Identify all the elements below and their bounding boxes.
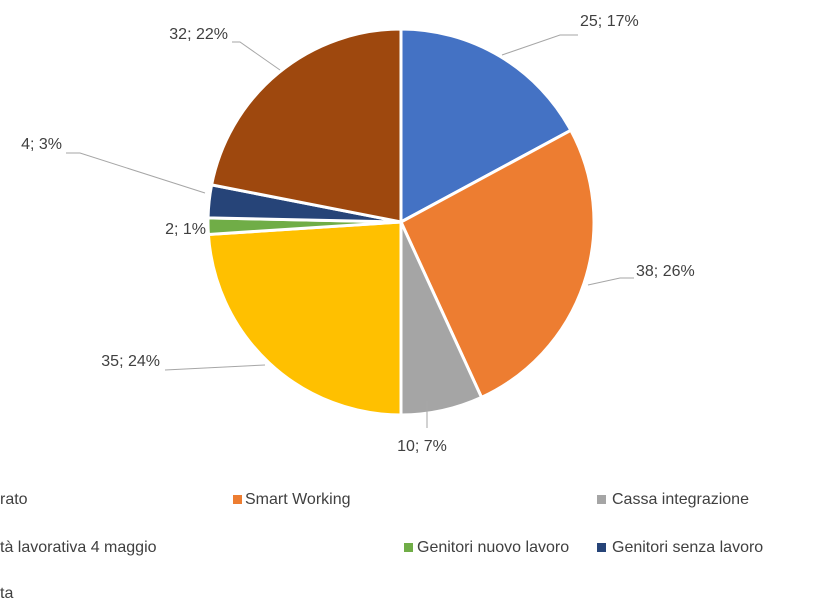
legend-label: Genitori senza lavoro xyxy=(612,539,763,556)
pie-slice xyxy=(399,128,596,400)
data-label: 25; 17% xyxy=(580,13,639,30)
data-label: 10; 7% xyxy=(397,438,447,455)
leader-line xyxy=(501,34,578,56)
leader-line xyxy=(232,41,281,71)
legend-swatch xyxy=(597,495,606,504)
legend-label: rato xyxy=(0,491,28,508)
legend-label: tà lavorativa 4 maggio xyxy=(0,539,157,556)
legend-label: ta xyxy=(0,585,13,601)
pie-slice xyxy=(399,27,573,225)
pie-slice xyxy=(209,27,403,224)
legend-label: Smart Working xyxy=(245,491,351,508)
data-label: 4; 3% xyxy=(21,136,62,153)
data-label: 2; 1% xyxy=(165,221,206,238)
legend-swatch xyxy=(233,495,242,504)
leader-line xyxy=(164,364,266,371)
legend-label: Cassa integrazione xyxy=(612,491,749,508)
data-label: 32; 22% xyxy=(169,26,228,43)
pie-slice xyxy=(206,220,403,417)
legend-swatch xyxy=(597,543,606,552)
data-label: 38; 26% xyxy=(636,263,695,280)
leader-line xyxy=(66,152,206,194)
data-label: 35; 24% xyxy=(101,353,160,370)
legend-label: Genitori nuovo lavoro xyxy=(417,539,569,556)
legend-swatch xyxy=(404,543,413,552)
leader-line xyxy=(587,277,634,286)
